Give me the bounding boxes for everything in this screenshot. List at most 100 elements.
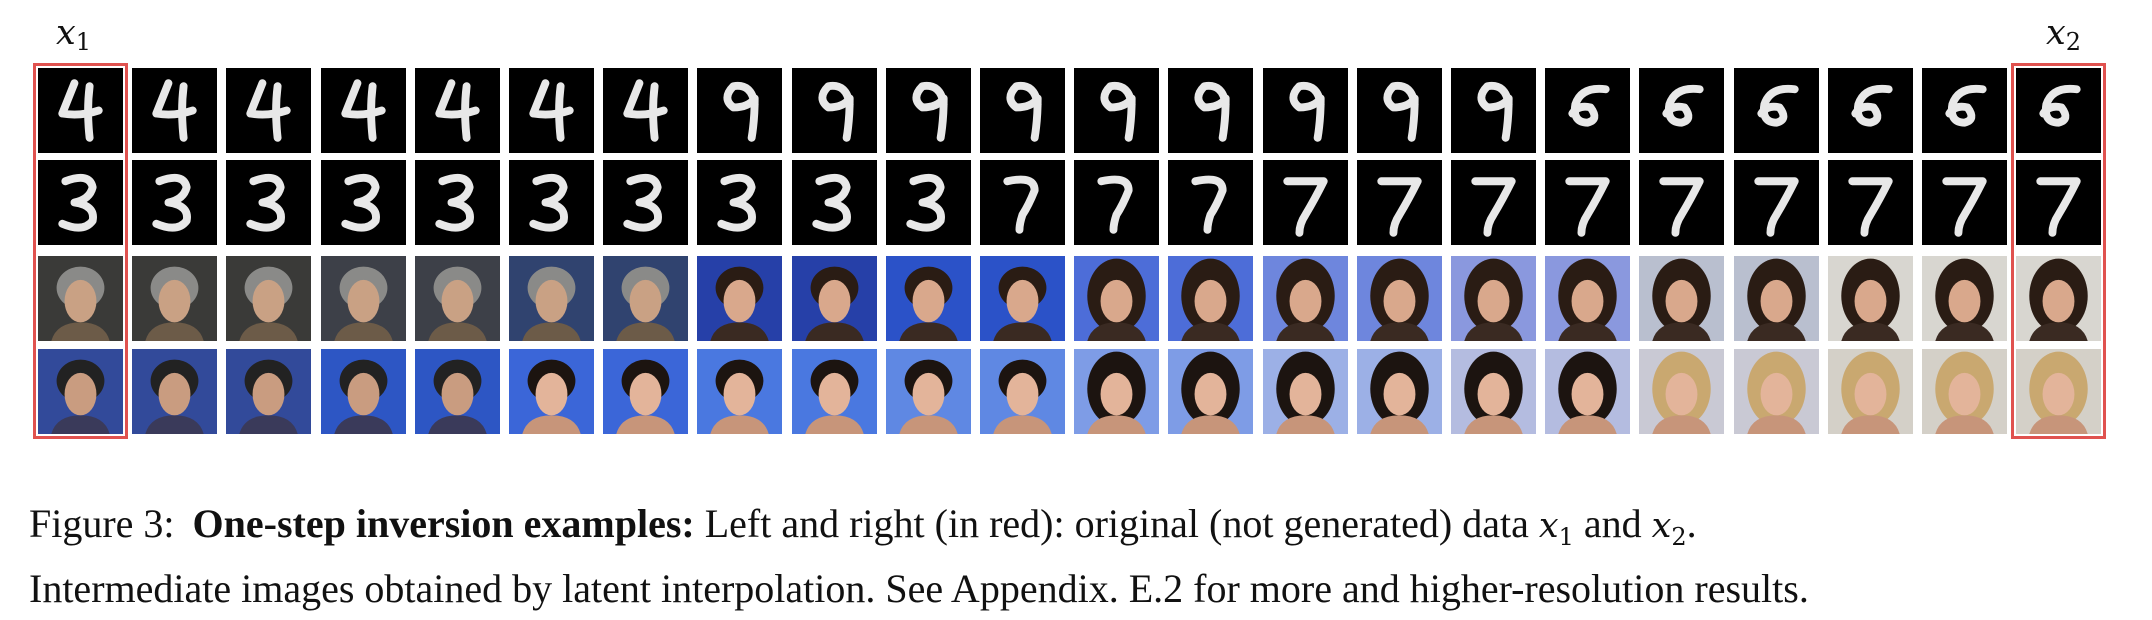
face-thumbnail [603, 256, 689, 341]
face-thumbnail [2016, 349, 2102, 434]
caption-line-2: Intermediate images obtained by latent i… [29, 566, 1809, 611]
face-thumbnail [320, 349, 406, 434]
face-thumbnail [791, 349, 877, 434]
digit-thumbnail [1733, 68, 1819, 153]
digit-thumbnail [1356, 160, 1442, 245]
digit-thumbnail [2016, 160, 2102, 245]
digit-thumbnail [226, 68, 312, 153]
face-thumbnail [1262, 256, 1348, 341]
digit-thumbnail [509, 68, 594, 153]
digit-thumbnail [1356, 68, 1442, 153]
face-thumbnail [980, 349, 1065, 434]
digit-thumbnail [980, 68, 1065, 153]
digit-thumbnail [1451, 160, 1536, 245]
digit-thumbnail [1545, 68, 1631, 153]
digit-thumbnail [1922, 68, 2007, 153]
face-thumbnail [1639, 256, 1725, 341]
figure-caption: Figure 3: One-step inversion examples: Le… [29, 498, 2129, 615]
face-thumbnail [132, 349, 218, 434]
digit-thumbnail [1733, 160, 1819, 245]
digit-thumbnail [603, 160, 689, 245]
digit-thumbnail [509, 160, 594, 245]
face-thumbnail [603, 349, 689, 434]
digit-thumbnail [885, 160, 971, 245]
x1-symbol: x1 [1538, 506, 1574, 551]
face-thumbnail [320, 256, 406, 341]
caption-line-1: Figure 3: One-step inversion examples: Le… [29, 498, 2129, 563]
face-thumbnail [226, 349, 312, 434]
digit-thumbnail [885, 68, 971, 153]
face-thumbnail [791, 256, 877, 341]
digit-thumbnail [320, 68, 406, 153]
figure-label: Figure 3: [29, 501, 175, 546]
digit-thumbnail [38, 160, 123, 245]
digit-thumbnail [132, 68, 218, 153]
face-thumbnail [1733, 256, 1819, 341]
face-thumbnail [1074, 256, 1160, 341]
face-thumbnail [509, 256, 594, 341]
digit-thumbnail [1262, 160, 1348, 245]
digit-thumbnail [1545, 160, 1631, 245]
face-thumbnail [980, 256, 1065, 341]
face-thumbnail [1733, 349, 1819, 434]
x2-symbol: x2 [1651, 506, 1687, 551]
digit-thumbnail [1827, 160, 1913, 245]
face-thumbnail [132, 256, 218, 341]
digit-thumbnail [1074, 68, 1160, 153]
face-thumbnail [1922, 256, 2007, 341]
digit-thumbnail [1922, 160, 2007, 245]
face-thumbnail [1356, 256, 1442, 341]
digit-thumbnail [1168, 68, 1254, 153]
face-thumbnail [1262, 349, 1348, 434]
face-thumbnail [38, 256, 123, 341]
face-thumbnail [697, 256, 783, 341]
caption-and: and [1583, 501, 1642, 546]
interpolation-grid [33, 63, 2107, 439]
x2-highlight-frame [2011, 63, 2107, 439]
face-thumbnail [1168, 256, 1254, 341]
face-thumbnail [1545, 256, 1631, 341]
x1-label: x1 [56, 13, 92, 56]
digit-thumbnail [791, 68, 877, 153]
face-thumbnail [697, 349, 783, 434]
digit-thumbnail [1168, 160, 1254, 245]
digit-thumbnail [38, 68, 123, 153]
digit-thumbnail [1827, 68, 1913, 153]
caption-title: One-step inversion examples: [192, 501, 695, 546]
face-thumbnail [1074, 349, 1160, 434]
digit-thumbnail [603, 68, 689, 153]
face-thumbnail [1545, 349, 1631, 434]
caption-text: Left and right (in red): original (not g… [704, 501, 1529, 546]
face-thumbnail [1356, 349, 1442, 434]
digit-thumbnail [414, 68, 500, 153]
face-thumbnail [414, 349, 500, 434]
digit-thumbnail [226, 160, 312, 245]
face-thumbnail [885, 349, 971, 434]
face-thumbnail [885, 256, 971, 341]
face-thumbnail [1827, 256, 1913, 341]
face-thumbnail [2016, 256, 2102, 341]
digit-thumbnail [132, 160, 218, 245]
face-thumbnail [509, 349, 594, 434]
digit-thumbnail [414, 160, 500, 245]
face-thumbnail [1639, 349, 1725, 434]
face-thumbnail [1451, 349, 1536, 434]
digit-thumbnail [697, 68, 783, 153]
face-thumbnail [1451, 256, 1536, 341]
digit-thumbnail [2016, 68, 2102, 153]
x1-highlight-frame [33, 63, 128, 439]
digit-thumbnail [1451, 68, 1536, 153]
x2-label: x2 [2046, 13, 2082, 56]
digit-thumbnail [1639, 160, 1725, 245]
face-thumbnail [1827, 349, 1913, 434]
digit-thumbnail [320, 160, 406, 245]
digit-thumbnail [791, 160, 877, 245]
face-thumbnail [414, 256, 500, 341]
face-thumbnail [1168, 349, 1254, 434]
digit-thumbnail [980, 160, 1065, 245]
face-thumbnail [226, 256, 312, 341]
digit-thumbnail [1639, 68, 1725, 153]
face-thumbnail [38, 349, 123, 434]
face-thumbnail [1922, 349, 2007, 434]
digit-thumbnail [1262, 68, 1348, 153]
